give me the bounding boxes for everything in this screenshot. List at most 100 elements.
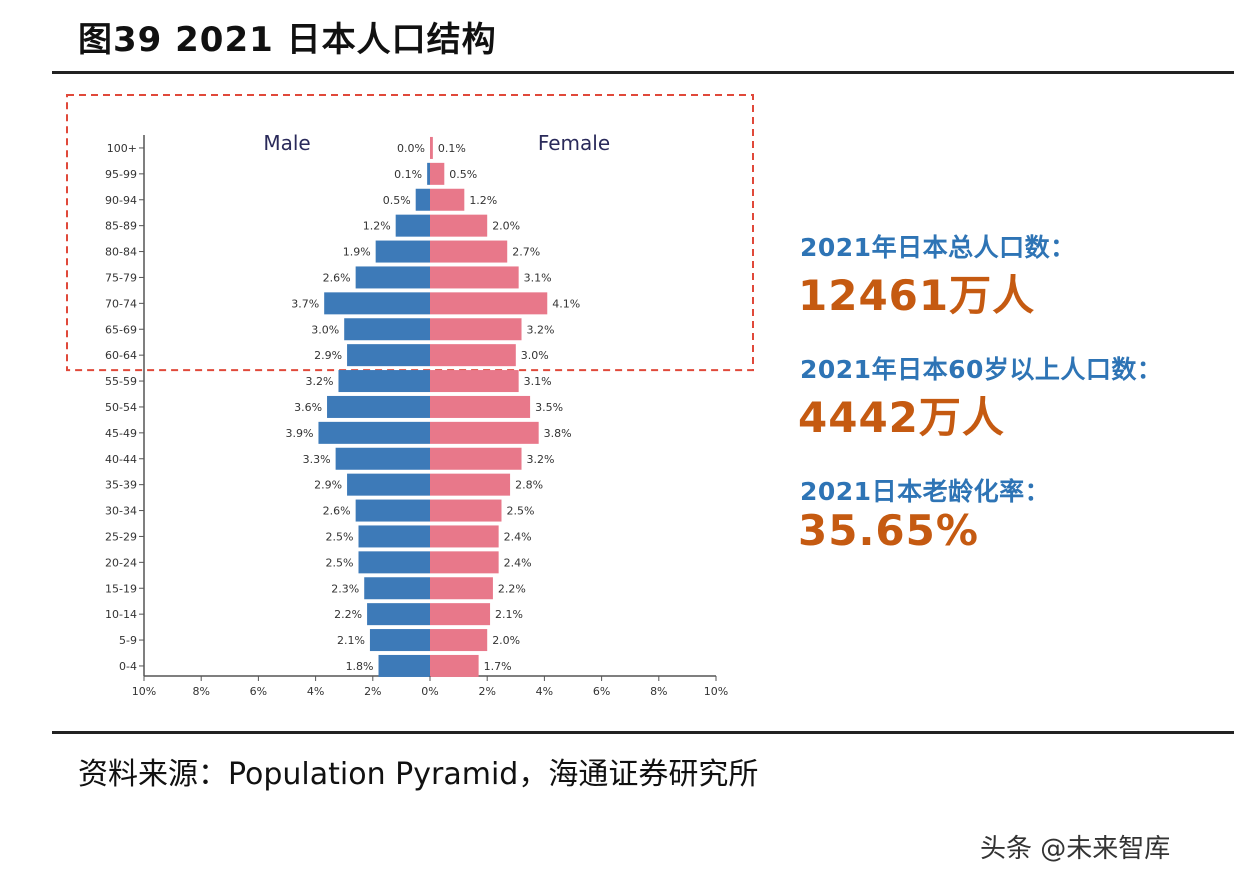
total-population-label: 2021年日本总人口数： [800,233,1076,262]
male-data-label: 2.5% [326,530,354,543]
legend-female: Female [538,131,610,155]
y-tick-label: 35-39 [105,479,137,492]
y-tick-label: 70-74 [105,297,137,310]
male-data-label: 3.7% [291,297,319,310]
female-bar [430,473,511,496]
male-data-label: 2.6% [323,505,351,518]
female-bar [430,421,539,444]
highlight-box [66,94,754,372]
male-data-label: 3.0% [311,323,339,336]
y-tick-label: 75-79 [105,271,137,284]
female-bar [430,318,522,341]
female-data-label: 3.1% [524,271,552,284]
male-data-label: 1.8% [346,660,374,673]
female-bar [430,370,519,393]
female-data-label: 2.1% [495,608,523,621]
male-bar [338,370,430,393]
total-population-value: 12461万人 [798,271,1036,320]
legend-male: Male [263,131,310,155]
male-bar [358,551,430,574]
female-bar [430,344,516,367]
aging-rate-value: 35.65% [798,506,979,555]
female-data-label: 3.2% [527,323,555,336]
male-bar [415,188,430,211]
y-tick-label: 30-34 [105,505,137,518]
female-data-label: 0.5% [449,168,477,181]
x-tick-label: 4% [536,685,553,698]
male-data-label: 2.6% [323,271,351,284]
female-data-label: 3.0% [521,349,549,362]
male-bar [364,577,430,600]
over60-population-value: 4442万人 [798,393,1005,442]
over60-population-label: 2021年日本60岁以上人口数： [800,355,1163,384]
bottom-rule [52,731,1234,734]
y-tick-label: 80-84 [105,246,137,259]
y-tick-label: 45-49 [105,427,137,440]
y-tick-label: 40-44 [105,453,137,466]
male-data-label: 2.1% [337,634,365,647]
y-tick-label: 0-4 [119,660,137,673]
female-bar [430,525,499,548]
male-bar [367,603,430,626]
male-data-label: 3.9% [286,427,314,440]
female-data-label: 2.0% [492,220,520,233]
female-bar [430,447,522,470]
male-bar [369,629,430,652]
female-data-label: 2.5% [507,505,535,518]
y-tick-label: 55-59 [105,375,137,388]
male-bar [427,162,430,185]
male-data-label: 2.9% [314,479,342,492]
y-tick-label: 65-69 [105,323,137,336]
male-data-label: 1.2% [363,220,391,233]
x-tick-label: 6% [250,685,267,698]
female-bar [430,603,491,626]
female-bar [430,292,548,315]
y-tick-label: 100+ [107,142,137,155]
female-data-label: 1.7% [484,660,512,673]
y-tick-label: 85-89 [105,220,137,233]
male-bar [335,447,430,470]
x-tick-label: 10% [704,685,728,698]
male-data-label: 2.9% [314,349,342,362]
y-tick-label: 95-99 [105,168,137,181]
female-bar [430,499,502,522]
x-tick-label: 2% [364,685,381,698]
male-bar [347,344,430,367]
female-bar [430,577,493,600]
aging-rate-label: 2021日本老龄化率： [800,477,1051,506]
female-bar [430,188,465,211]
source-note: 资料来源：Population Pyramid，海通证券研究所 [78,757,759,792]
male-data-label: 3.2% [306,375,334,388]
female-bar [430,395,531,418]
figure-title: 图39 2021 日本人口结构 [78,20,497,60]
female-bar [430,551,499,574]
male-bar [355,266,430,289]
x-tick-label: 6% [593,685,610,698]
x-tick-label: 0% [421,685,438,698]
male-bar [358,525,430,548]
y-tick-label: 60-64 [105,349,137,362]
female-bar [430,162,445,185]
male-bar [395,214,430,237]
watermark: 头条 @未来智库 [980,834,1171,864]
male-bar [324,292,430,315]
male-data-label: 2.2% [334,608,362,621]
female-bar [430,240,508,263]
male-data-label: 3.3% [303,453,331,466]
female-data-label: 2.2% [498,582,526,595]
x-tick-label: 8% [650,685,667,698]
y-tick-label: 90-94 [105,194,137,207]
female-bar [430,266,519,289]
male-data-label: 0.5% [383,194,411,207]
female-data-label: 2.4% [504,556,532,569]
y-tick-label: 5-9 [119,634,137,647]
female-data-label: 3.5% [535,401,563,414]
female-bar [430,136,433,159]
top-rule [52,71,1234,74]
y-tick-label: 20-24 [105,556,137,569]
y-tick-label: 25-29 [105,530,137,543]
male-bar [378,654,430,677]
x-tick-label: 8% [192,685,209,698]
x-tick-label: 10% [132,685,156,698]
female-data-label: 3.8% [544,427,572,440]
